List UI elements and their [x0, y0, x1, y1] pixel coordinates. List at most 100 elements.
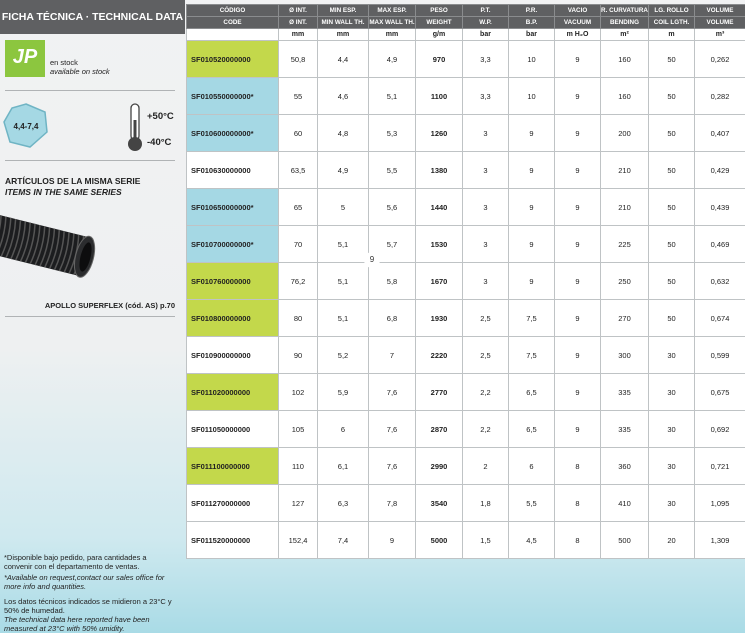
value-cell: 5,3 [368, 114, 416, 152]
value-cell: 2 [462, 447, 509, 485]
value-cell: 7,5 [508, 299, 555, 337]
value-cell: 50 [648, 225, 695, 263]
value-cell: 1380 [415, 151, 463, 189]
value-cell: 6,8 [368, 299, 416, 337]
code-cell: SF010700000000* [186, 225, 279, 263]
thermometer-bulb [128, 137, 142, 151]
value-cell: 5000 [415, 521, 463, 559]
value-cell: 9 [554, 188, 601, 226]
value-cell: 65 [278, 188, 318, 226]
page-number: 9 [364, 252, 380, 268]
value-cell: 9 [508, 225, 555, 263]
value-cell: 225 [600, 225, 649, 263]
header-cell: WEIGHT [415, 16, 463, 29]
value-cell: 2,2 [462, 373, 509, 411]
value-cell: 110 [278, 447, 318, 485]
value-cell: 200 [600, 114, 649, 152]
data-row: SF010600000000* 60 4,8 5,3 1260 3 9 9 200 50 0,407 [186, 114, 745, 152]
header-cell: Ø INT. [278, 4, 318, 17]
value-cell: 2,2 [462, 410, 509, 448]
note: *Available on request,contact our sales … [4, 573, 165, 591]
value-cell: 160 [600, 77, 649, 115]
code-cell: SF010900000000 [186, 336, 279, 374]
value-cell: 7,6 [368, 447, 416, 485]
value-cell: 500 [600, 521, 649, 559]
header-row: CÓDIGO Ø INT. MIN ESP. MAX ESP. PESO P.T. P.R.… [186, 4, 745, 17]
units-cell: m² [600, 28, 649, 41]
hose-ridge [0, 215, 2, 255]
header-cell: CÓDIGO [186, 4, 279, 17]
value-cell: 3 [462, 225, 509, 263]
units-cell: bar [508, 28, 555, 41]
value-cell: 1,5 [462, 521, 509, 559]
value-cell: 4,8 [317, 114, 369, 152]
value-cell: 3 [462, 151, 509, 189]
header-cell: VOLUME [694, 16, 745, 29]
value-cell: 6,5 [508, 373, 555, 411]
value-cell: 10 [508, 40, 555, 78]
data-row: SF011270000000 127 6,3 7,8 3540 1,8 5,5 8 410 30 1… [186, 484, 745, 522]
hose-ridge [44, 228, 56, 268]
hose-ridge [5, 218, 17, 259]
value-cell: 210 [600, 188, 649, 226]
value-cell: 50 [648, 299, 695, 337]
value-cell: 335 [600, 410, 649, 448]
data-row: SF010800000000 80 5,1 6,8 1930 2,5 7,5 9 270 50 0,… [186, 299, 745, 337]
value-cell: 9 [554, 225, 601, 263]
value-cell: 9 [554, 299, 601, 337]
value-cell: 152,4 [278, 521, 318, 559]
code-cell: SF011100000000 [186, 447, 279, 485]
code-cell: SF011270000000 [186, 484, 279, 522]
code-cell: SF011020000000 [186, 373, 279, 411]
value-cell: 30 [648, 373, 695, 411]
header-cell: BENDING [600, 16, 649, 29]
value-cell: 3 [462, 114, 509, 152]
divider [5, 160, 175, 161]
thermometer-level [133, 120, 137, 142]
value-cell: 8 [554, 484, 601, 522]
value-cell: 105 [278, 410, 318, 448]
series-title-en: ITEMS IN THE SAME SERIES [5, 187, 122, 197]
value-cell: 7,5 [508, 336, 555, 374]
value-cell: 5,5 [368, 151, 416, 189]
header-cell: VACUUM [554, 16, 601, 29]
code-cell: SF010600000000* [186, 114, 279, 152]
value-cell: 9 [554, 262, 601, 300]
value-cell: 4,6 [317, 77, 369, 115]
value-cell: 9 [554, 336, 601, 374]
divider [5, 90, 175, 91]
code-cell: SF011520000000 [186, 521, 279, 559]
value-cell: 9 [508, 114, 555, 152]
value-cell: 8 [554, 447, 601, 485]
value-cell: 9 [554, 114, 601, 152]
value-cell: 50,8 [278, 40, 318, 78]
value-cell: 360 [600, 447, 649, 485]
value-cell: 50 [648, 151, 695, 189]
value-cell: 6,5 [508, 410, 555, 448]
value-cell: 1670 [415, 262, 463, 300]
value-cell: 5 [317, 188, 369, 226]
value-cell: 1,8 [462, 484, 509, 522]
value-cell: 63,5 [278, 151, 318, 189]
hose-ridge [19, 222, 31, 262]
value-cell: 9 [554, 40, 601, 78]
value-cell: 8 [554, 521, 601, 559]
header-cell: VACIO [554, 4, 601, 17]
value-cell: 5,1 [368, 77, 416, 115]
value-cell: 300 [600, 336, 649, 374]
hose-ridge [24, 223, 36, 263]
value-cell: 5,1 [317, 225, 369, 263]
header-cell: Ø INT. [278, 16, 318, 29]
value-cell: 5,5 [508, 484, 555, 522]
value-cell: 1530 [415, 225, 463, 263]
series-item: APOLLO SUPERFLEX (cód. AS) p.70 [44, 301, 175, 310]
value-cell: 7,6 [368, 410, 416, 448]
hose-image [0, 214, 96, 278]
value-cell: 7 [368, 336, 416, 374]
value-cell: 50 [648, 40, 695, 78]
value-cell: 3,3 [462, 77, 509, 115]
value-cell: 6,1 [317, 447, 369, 485]
value-cell: 3 [462, 262, 509, 300]
stock-en: available on stock [50, 67, 110, 76]
